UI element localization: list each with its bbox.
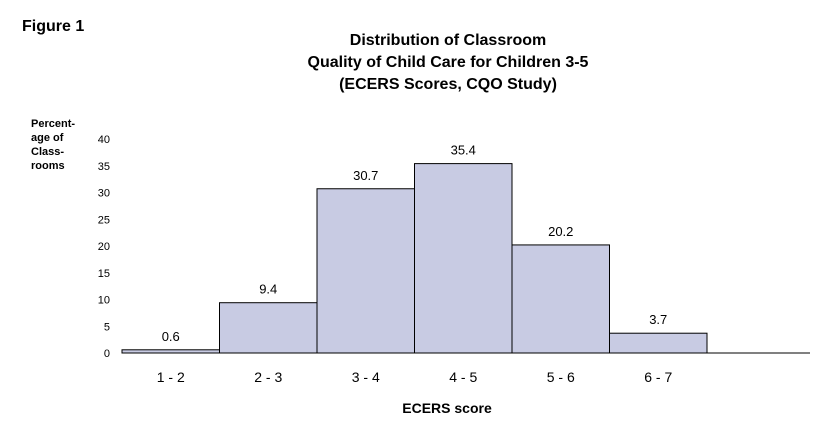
data-label: 3.7 <box>649 312 667 327</box>
x-axis-ticks: 1 - 2 2 - 3 3 - 4 4 - 5 5 - 6 6 - 7 <box>157 369 673 385</box>
bar <box>511 244 610 354</box>
chart-title-line-2: Quality of Child Care for Children 3-5 <box>308 54 589 71</box>
y-axis-label-line-2: age of <box>31 132 64 144</box>
bar <box>414 163 513 354</box>
data-label: 9.4 <box>259 282 277 297</box>
chart-title: Distribution of Classroom Quality of Chi… <box>308 32 589 93</box>
x-axis-label: ECERS score <box>402 400 492 416</box>
chart-title-line-3: (ECERS Scores, CQO Study) <box>339 76 557 93</box>
y-tick-label: 35 <box>98 161 110 173</box>
y-axis-label-line-4: rooms <box>31 160 65 172</box>
y-tick-label: 10 <box>98 295 110 307</box>
data-label: 35.4 <box>451 143 476 158</box>
bar <box>219 302 318 354</box>
x-tick-label: 1 - 2 <box>157 369 185 385</box>
chart-title-line-1: Distribution of Classroom <box>350 32 546 49</box>
y-tick-label: 25 <box>98 214 110 226</box>
x-tick-label: 6 - 7 <box>644 369 672 385</box>
y-axis-ticks: 0 5 10 15 20 25 30 35 40 <box>98 134 110 360</box>
y-tick-label: 0 <box>104 348 110 360</box>
bars <box>121 163 708 354</box>
y-tick-label: 5 <box>104 321 110 333</box>
y-tick-label: 15 <box>98 268 110 280</box>
data-labels: 0.6 9.4 30.7 35.4 20.2 3.7 <box>162 143 668 344</box>
bar <box>316 188 415 354</box>
y-axis-label: Percent- age of Class- rooms <box>31 118 75 172</box>
y-tick-label: 20 <box>98 241 110 253</box>
x-tick-label: 5 - 6 <box>547 369 575 385</box>
x-tick-label: 2 - 3 <box>254 369 282 385</box>
data-label: 0.6 <box>162 329 180 344</box>
y-axis-label-line-3: Class- <box>31 146 64 158</box>
y-axis-label-line-1: Percent- <box>31 118 75 130</box>
y-tick-label: 30 <box>98 188 110 200</box>
y-tick-label: 40 <box>98 134 110 146</box>
x-tick-label: 3 - 4 <box>352 369 380 385</box>
bar <box>609 332 708 354</box>
x-tick-label: 4 - 5 <box>449 369 477 385</box>
data-label: 20.2 <box>548 224 573 239</box>
data-label: 30.7 <box>353 168 378 183</box>
figure-label: Figure 1 <box>22 18 84 35</box>
